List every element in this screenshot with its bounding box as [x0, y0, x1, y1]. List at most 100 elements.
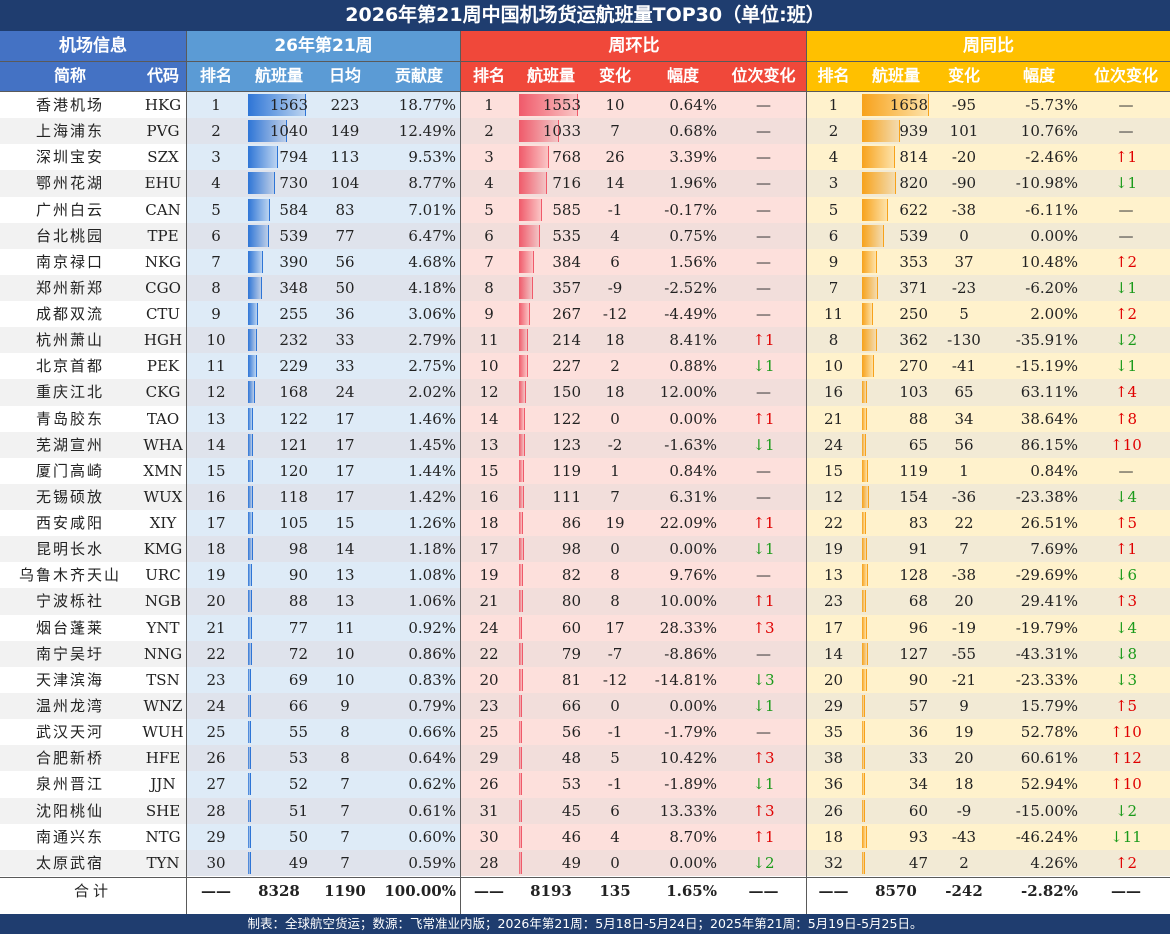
cell-wow-change: 8 — [610, 566, 620, 585]
cell-wow-change: -2 — [607, 435, 623, 454]
cell-yoy-pct: -6.20% — [1025, 278, 1078, 297]
cell-yoy-rank: 1 — [828, 96, 839, 114]
total-cell: 100.00% — [384, 881, 456, 900]
cell-flights: 66 — [288, 696, 308, 715]
cell-yoy-rank: 15 — [823, 461, 844, 480]
cell-wow-pos: — — [756, 566, 771, 585]
data-bar — [248, 668, 252, 691]
cell-code: CGO — [145, 278, 181, 297]
cell-flights: 53 — [288, 749, 308, 768]
cell-wow-pos: ↓1 — [752, 696, 775, 715]
cell-code: CKG — [145, 383, 181, 402]
cell-wow-rank: 10 — [479, 357, 499, 376]
cell-code: SZX — [147, 148, 179, 167]
cell-wow-change: 0 — [610, 540, 620, 559]
cell-daily: 50 — [335, 278, 355, 297]
cell-wow-pos: — — [756, 96, 771, 114]
data-bar — [248, 485, 254, 508]
cell-code: XMN — [143, 461, 183, 480]
row-background — [186, 248, 461, 276]
row-background — [0, 483, 186, 511]
total-cell: —— — [474, 881, 504, 900]
cell-daily: 11 — [335, 618, 355, 637]
row-background — [186, 640, 461, 668]
row-background — [186, 274, 461, 302]
cell-contribution: 1.46% — [408, 409, 456, 428]
cell-yoy-pos: ↑2 — [1114, 252, 1138, 271]
data-bar — [862, 642, 869, 665]
data-bar — [862, 485, 870, 508]
data-bar — [519, 276, 534, 299]
row-background — [461, 457, 807, 485]
cell-yoy-flights: 93 — [908, 827, 928, 846]
data-bar — [862, 303, 873, 326]
cell-yoy-rank: 6 — [828, 226, 839, 245]
row-background — [807, 536, 1170, 563]
cell-rank: 17 — [206, 514, 226, 533]
data-bar — [862, 433, 866, 456]
cell-yoy-pos: ↓4 — [1114, 618, 1138, 637]
cell-name: 昆明长水 — [35, 540, 104, 559]
cell-yoy-pos: ↓1 — [1114, 357, 1138, 376]
cell-code: PVG — [146, 122, 180, 141]
section-divider — [186, 31, 187, 914]
cell-yoy-pos: ↑10 — [1110, 775, 1142, 794]
cell-wow-pct: -2.52% — [664, 278, 717, 297]
cell-yoy-rank: 32 — [823, 853, 844, 872]
cell-daily: 13 — [335, 592, 355, 611]
data-bar — [519, 773, 522, 796]
cell-wow-flights: 80 — [561, 592, 581, 611]
row-background — [186, 431, 461, 459]
cell-yoy-pct: 52.94% — [1020, 775, 1078, 794]
cell-daily: 17 — [335, 487, 355, 506]
cell-yoy-rank: 29 — [823, 696, 844, 715]
cell-wow-change: 0 — [610, 853, 620, 872]
cell-yoy-pct: 52.78% — [1020, 723, 1078, 742]
cell-wow-pct: -0.17% — [664, 200, 717, 219]
cell-wow-change: -1 — [607, 723, 623, 742]
cell-yoy-flights: 353 — [899, 252, 928, 271]
row-background — [0, 405, 186, 433]
total-cell: —— — [818, 881, 849, 900]
data-bar — [862, 564, 869, 587]
cell-code: WHA — [143, 435, 183, 454]
data-bar — [862, 381, 868, 404]
row-background — [0, 692, 186, 720]
data-bar — [862, 120, 901, 143]
cell-yoy-flights: 119 — [899, 461, 928, 480]
cell-flights: 1563 — [269, 96, 308, 114]
cell-name: 杭州萧山 — [35, 331, 104, 350]
row-background — [461, 379, 807, 407]
cell-rank: 14 — [206, 435, 226, 454]
data-bar — [519, 303, 530, 326]
total-cell: —— — [748, 881, 779, 900]
cell-yoy-flights: 96 — [908, 618, 928, 637]
data-bar — [519, 407, 525, 430]
row-background — [461, 745, 807, 772]
row-background — [186, 327, 461, 354]
cell-yoy-pct: 10.48% — [1020, 252, 1078, 271]
row-background — [0, 797, 186, 825]
cell-yoy-pos: ↓2 — [1114, 331, 1138, 350]
cell-wow-pct: -14.81% — [654, 670, 717, 689]
row-background — [461, 327, 807, 354]
cell-wow-flights: 98 — [561, 540, 581, 559]
column-header-wow-flights: 航班量 — [517, 61, 585, 91]
cell-wow-change: 4 — [610, 226, 620, 245]
data-bar — [862, 668, 867, 691]
row-background — [0, 248, 186, 276]
cell-wow-change: 18 — [605, 383, 625, 402]
data-bar — [519, 224, 540, 247]
row-background — [186, 483, 461, 511]
cell-yoy-change: -36 — [951, 487, 977, 506]
cell-wow-rank: 11 — [479, 331, 499, 350]
cell-wow-change: 7 — [610, 487, 620, 506]
data-bar — [519, 198, 542, 221]
cell-yoy-rank: 5 — [828, 200, 839, 219]
row-background — [186, 510, 461, 537]
cell-yoy-pos: ↓4 — [1114, 487, 1138, 506]
group-header-current-week: 26年第21周 — [186, 31, 461, 61]
data-bar — [862, 407, 867, 430]
data-bar — [862, 616, 867, 639]
cell-flights: 168 — [279, 383, 308, 402]
